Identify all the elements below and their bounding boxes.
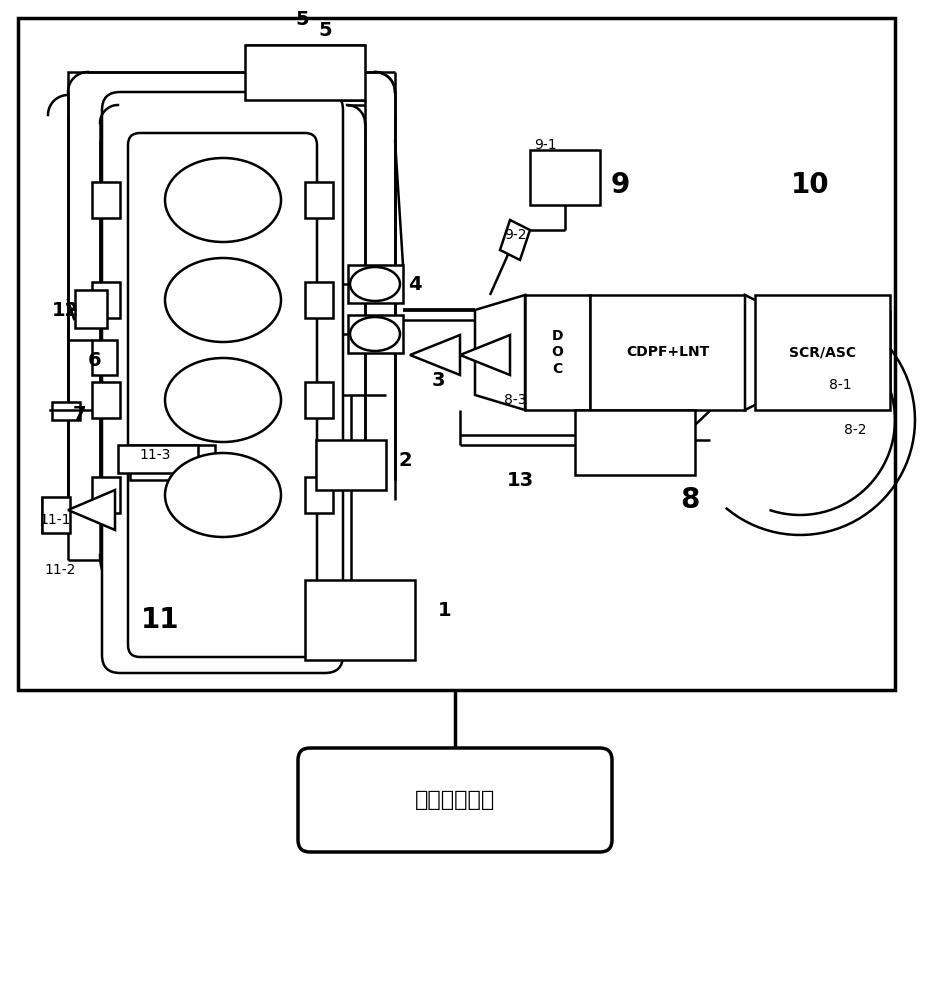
Text: 9-2: 9-2 [504, 228, 527, 242]
Bar [118, 445, 198, 473]
Bar [316, 440, 386, 490]
Bar [92, 382, 120, 418]
Bar [530, 150, 600, 205]
Ellipse shape [165, 258, 281, 342]
Bar [755, 295, 890, 410]
Bar [18, 18, 895, 690]
Bar [92, 282, 120, 318]
Polygon shape [460, 335, 510, 375]
Bar [75, 290, 107, 328]
Text: 9: 9 [610, 171, 630, 199]
Bar [575, 410, 695, 475]
Bar [348, 315, 403, 353]
Text: 5: 5 [295, 10, 308, 29]
Text: CDPF+LNT: CDPF+LNT [626, 346, 709, 360]
Bar [525, 295, 590, 410]
Text: 8-2: 8-2 [843, 423, 866, 437]
Ellipse shape [165, 158, 281, 242]
Bar [305, 580, 415, 660]
Bar [305, 382, 333, 418]
Text: D
O
C: D O C [552, 329, 564, 376]
Ellipse shape [350, 317, 400, 351]
Bar [130, 445, 215, 480]
Text: 13: 13 [506, 471, 533, 489]
Text: 1: 1 [438, 600, 452, 619]
Bar [52, 402, 80, 420]
Text: 9-1: 9-1 [534, 138, 556, 152]
Text: 11: 11 [141, 606, 179, 634]
Bar [590, 295, 745, 410]
Text: 11-2: 11-2 [45, 563, 75, 577]
FancyBboxPatch shape [102, 92, 343, 673]
Text: 8: 8 [680, 486, 700, 514]
Text: 电子控制单元: 电子控制单元 [415, 790, 495, 810]
Bar [305, 282, 333, 318]
Text: 8-1: 8-1 [829, 378, 851, 392]
FancyBboxPatch shape [298, 748, 612, 852]
Text: 4: 4 [408, 275, 422, 294]
Text: 8-3: 8-3 [504, 393, 527, 407]
Text: 10: 10 [790, 171, 829, 199]
Text: 11-1: 11-1 [39, 513, 71, 527]
Polygon shape [475, 295, 525, 410]
Bar [305, 477, 333, 513]
Polygon shape [410, 335, 460, 375]
Text: 11-3: 11-3 [139, 448, 171, 462]
Bar [305, 182, 333, 218]
Polygon shape [500, 220, 530, 260]
Bar [92, 340, 117, 375]
Polygon shape [68, 490, 115, 530]
Text: 2: 2 [398, 450, 412, 470]
Text: 5: 5 [318, 20, 332, 39]
FancyBboxPatch shape [128, 133, 317, 657]
Text: 3: 3 [432, 370, 445, 389]
Bar [42, 497, 70, 533]
Ellipse shape [165, 453, 281, 537]
Bar [348, 265, 403, 303]
Polygon shape [745, 295, 775, 410]
Bar [245, 45, 365, 100]
Bar [92, 477, 120, 513]
Ellipse shape [350, 267, 400, 301]
Text: SCR/ASC: SCR/ASC [788, 346, 857, 360]
Bar [92, 182, 120, 218]
Text: 7: 7 [74, 406, 87, 424]
Ellipse shape [165, 358, 281, 442]
Text: 6: 6 [89, 351, 102, 369]
Text: 12: 12 [51, 300, 78, 320]
